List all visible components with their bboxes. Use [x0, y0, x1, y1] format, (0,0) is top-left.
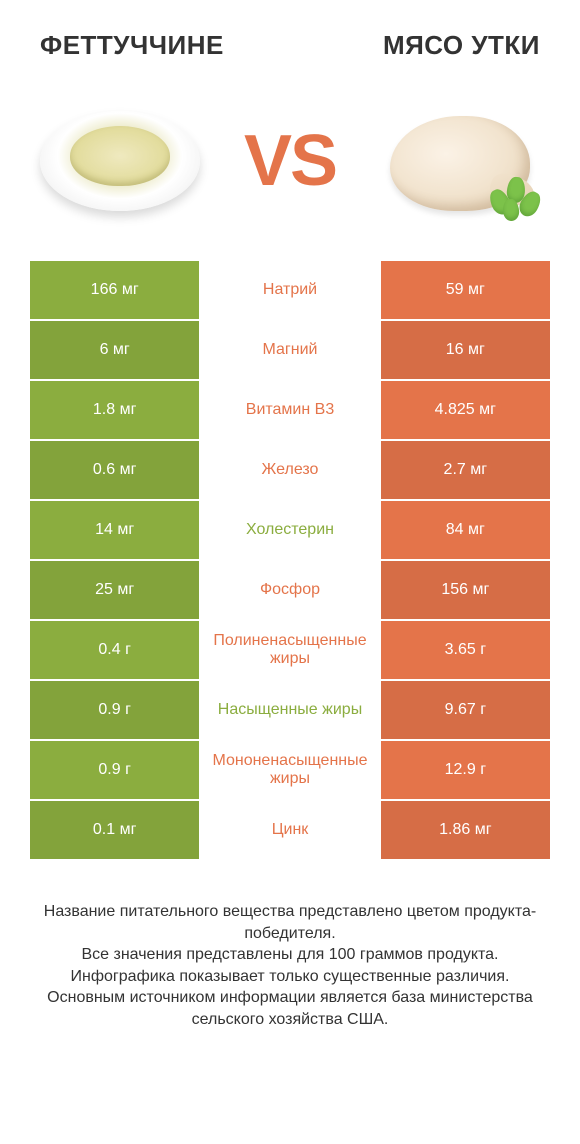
- nutrient-label: Железо: [199, 441, 380, 499]
- footer-line: Основным источником информации является …: [30, 987, 550, 1030]
- left-value: 1.8 мг: [30, 381, 199, 439]
- comparison-table: 166 мгНатрий59 мг6 мгМагний16 мг1.8 мгВи…: [0, 261, 580, 859]
- images-row: VS: [0, 71, 580, 261]
- table-row: 0.4 гПолиненасыщенные жиры3.65 г: [30, 621, 550, 679]
- left-value: 0.9 г: [30, 741, 199, 799]
- footer-disclaimer: Название питательного вещества представл…: [0, 861, 580, 1031]
- right-value: 1.86 мг: [381, 801, 550, 859]
- right-value: 3.65 г: [381, 621, 550, 679]
- right-product-title: МЯСО УТКИ: [383, 30, 540, 61]
- nutrient-label: Магний: [199, 321, 380, 379]
- table-row: 6 мгМагний16 мг: [30, 321, 550, 379]
- right-value: 9.67 г: [381, 681, 550, 739]
- nutrient-label: Натрий: [199, 261, 380, 319]
- left-value: 25 мг: [30, 561, 199, 619]
- nutrient-label: Полиненасыщенные жиры: [199, 621, 380, 679]
- nutrient-label: Цинк: [199, 801, 380, 859]
- nutrient-label: Фосфор: [199, 561, 380, 619]
- table-row: 0.9 гНасыщенные жиры9.67 г: [30, 681, 550, 739]
- left-value: 0.6 мг: [30, 441, 199, 499]
- table-row: 0.9 гМононенасыщенные жиры12.9 г: [30, 741, 550, 799]
- right-value: 12.9 г: [381, 741, 550, 799]
- left-value: 0.4 г: [30, 621, 199, 679]
- fettuccine-image: [30, 91, 210, 231]
- nutrient-label: Холестерин: [199, 501, 380, 559]
- duck-image: [370, 91, 550, 231]
- left-value: 14 мг: [30, 501, 199, 559]
- right-value: 84 мг: [381, 501, 550, 559]
- right-value: 16 мг: [381, 321, 550, 379]
- table-row: 0.1 мгЦинк1.86 мг: [30, 801, 550, 859]
- left-value: 0.1 мг: [30, 801, 199, 859]
- herb-icon: [485, 171, 545, 226]
- left-value: 0.9 г: [30, 681, 199, 739]
- table-row: 14 мгХолестерин84 мг: [30, 501, 550, 559]
- table-row: 25 мгФосфор156 мг: [30, 561, 550, 619]
- right-value: 4.825 мг: [381, 381, 550, 439]
- left-value: 6 мг: [30, 321, 199, 379]
- table-row: 0.6 мгЖелезо2.7 мг: [30, 441, 550, 499]
- footer-line: Все значения представлены для 100 граммо…: [30, 944, 550, 966]
- table-row: 1.8 мгВитамин B34.825 мг: [30, 381, 550, 439]
- nutrient-label: Мононенасыщенные жиры: [199, 741, 380, 799]
- left-product-title: ФЕТТУЧЧИНЕ: [40, 30, 224, 61]
- right-value: 156 мг: [381, 561, 550, 619]
- footer-line: Инфографика показывает только существенн…: [30, 966, 550, 988]
- footer-line: Название питательного вещества представл…: [30, 901, 550, 944]
- right-value: 59 мг: [381, 261, 550, 319]
- nutrient-label: Витамин B3: [199, 381, 380, 439]
- left-value: 166 мг: [30, 261, 199, 319]
- nutrient-label: Насыщенные жиры: [199, 681, 380, 739]
- right-value: 2.7 мг: [381, 441, 550, 499]
- table-row: 166 мгНатрий59 мг: [30, 261, 550, 319]
- vs-label: VS: [244, 120, 336, 202]
- header: ФЕТТУЧЧИНЕ МЯСО УТКИ: [0, 0, 580, 71]
